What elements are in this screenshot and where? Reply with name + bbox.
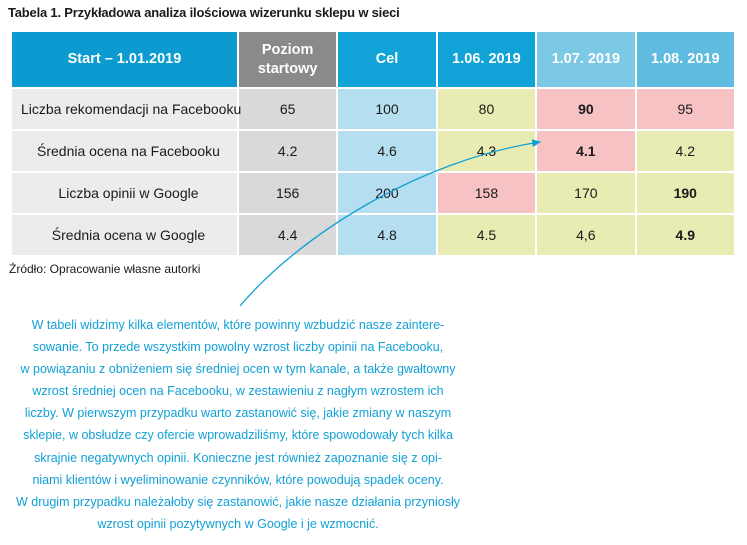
source-note: Źródło: Opracowanie własne autorki	[9, 262, 201, 276]
cell-goal: 4.8	[338, 215, 436, 255]
comment-line: w powiązaniu z obniżeniem się średniej o…	[20, 362, 456, 377]
cell-june: 80	[437, 89, 536, 129]
row-label: Liczba opinii w Google	[12, 173, 237, 213]
cell-july: 90	[537, 89, 635, 129]
header-goal: Cel	[338, 32, 436, 87]
cell-baseline: 156	[238, 173, 337, 213]
row-label: Średnia ocena na Facebooku	[12, 131, 237, 171]
cell-august: 95	[636, 89, 734, 129]
cell-july: 4,6	[537, 215, 635, 255]
comment-line: sklepie, w obsłudze czy ofercie wprowadz…	[23, 428, 453, 443]
comment-line: wzrost opinii pozytywnych w Google i je …	[97, 516, 379, 531]
comment-line: liczby. W pierwszym przypadku warto zast…	[24, 406, 452, 421]
cell-august: 190	[636, 173, 734, 213]
header-june: 1.06. 2019	[437, 32, 536, 87]
header-august: 1.08. 2019	[636, 32, 734, 87]
header-start: Start – 1.01.2019	[12, 32, 237, 87]
cell-july: 4.1	[537, 131, 635, 171]
cell-july: 170	[537, 173, 635, 213]
comment-line: W tabeli widzimy kilka elementów, które …	[31, 318, 445, 332]
cell-august: 4.9	[636, 215, 734, 255]
row-label: Średnia ocena w Google	[12, 215, 237, 255]
cell-goal: 4.6	[338, 131, 436, 171]
cell-august: 4.2	[636, 131, 734, 171]
cell-june: 158	[437, 173, 536, 213]
comment-line: W drugim przypadku należałoby się zastan…	[16, 494, 460, 509]
comment-line: niami klientów i wyeliminowanie czynnikó…	[32, 472, 444, 487]
cell-baseline: 65	[238, 89, 337, 129]
table-title: Tabela 1. Przykładowa analiza ilościowa …	[8, 5, 400, 20]
header-baseline: Poziom startowy	[238, 32, 337, 87]
cell-june: 4.3	[437, 131, 536, 171]
table-header-row: Start – 1.01.2019 Poziom startowy Cel 1.…	[12, 32, 734, 87]
comment-line: skrajnie negatywnych opinii. Konieczne j…	[34, 450, 442, 465]
row-label: Liczba rekomendacji na Facebooku	[12, 89, 241, 129]
comment-line: sowanie. To przede wszystkim powolny wzr…	[32, 340, 444, 355]
table-row: Liczba rekomendacji na Facebooku 65 100 …	[12, 89, 734, 129]
comment-line: wzrost średniej ocen na Facebooku, w zes…	[32, 384, 444, 399]
analysis-table: Start – 1.01.2019 Poziom startowy Cel 1.…	[10, 30, 736, 257]
comment-text: W tabeli widzimy kilka elementów, które …	[10, 314, 466, 535]
table-row: Średnia ocena na Facebooku 4.2 4.6 4.3 4…	[12, 131, 734, 171]
cell-goal: 100	[338, 89, 436, 129]
cell-baseline: 4.2	[238, 131, 337, 171]
header-july: 1.07. 2019	[537, 32, 635, 87]
cell-june: 4.5	[437, 215, 536, 255]
